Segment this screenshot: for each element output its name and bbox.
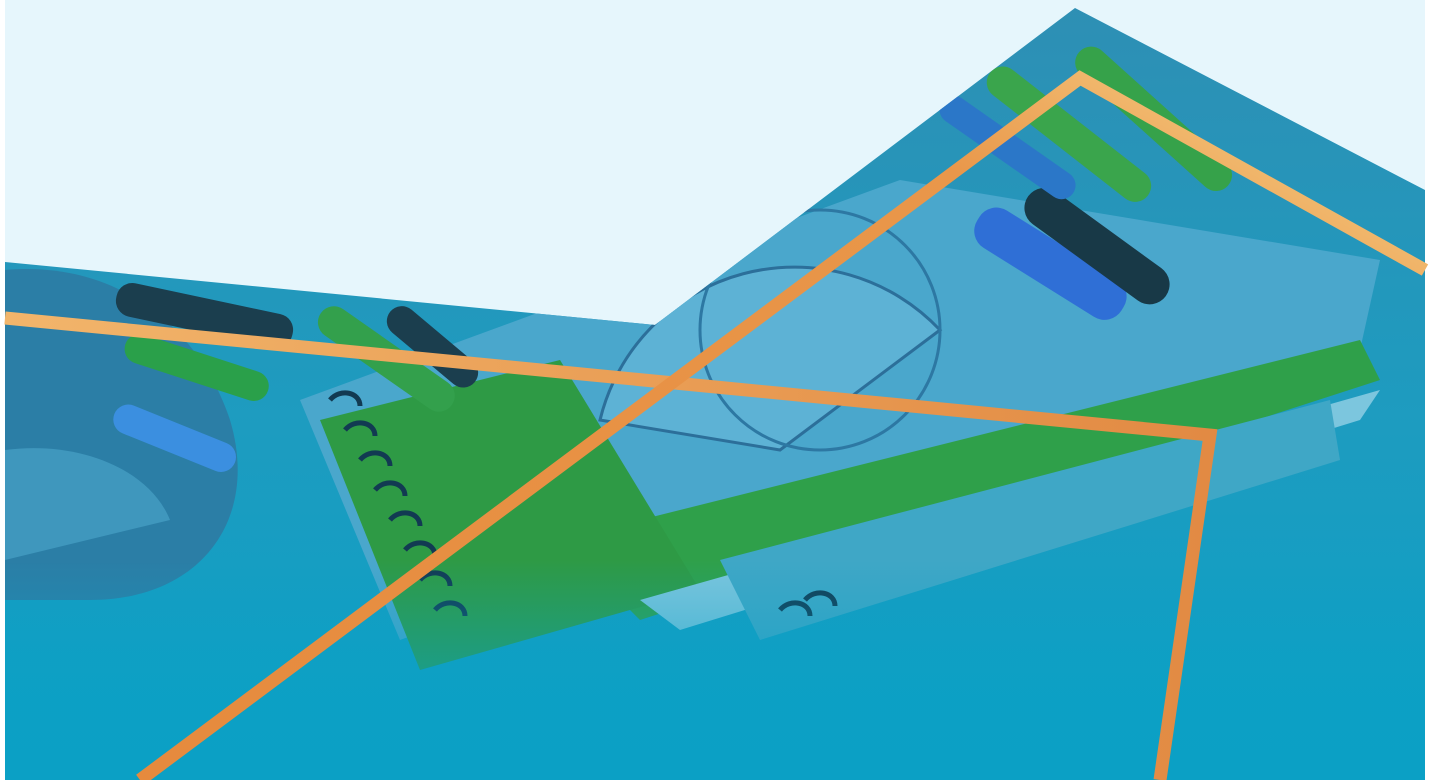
left-margin — [0, 0, 5, 780]
accent-line — [4, 311, 1218, 780]
bag-highlight — [5, 448, 170, 560]
protractor — [598, 265, 943, 452]
protractor-arc — [698, 208, 942, 452]
right-margin — [1425, 0, 1435, 780]
accent-line — [136, 70, 1429, 780]
photo-fade — [5, 560, 1425, 780]
